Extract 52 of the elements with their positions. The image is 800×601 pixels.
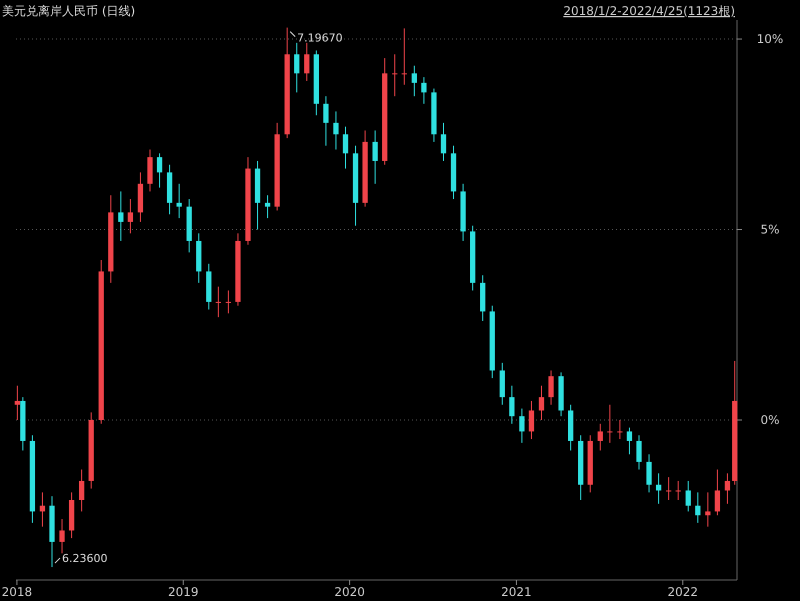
- candlestick: [705, 492, 710, 528]
- candlestick: [538, 385, 544, 420]
- candlestick: [646, 454, 652, 493]
- x-tick-label: 2021: [501, 585, 532, 599]
- x-tick-label: 2019: [168, 585, 199, 599]
- candlestick: [548, 370, 554, 406]
- chart-title: 美元兑离岸人民币 (日线): [2, 4, 136, 18]
- x-tick-label: 2020: [334, 585, 365, 599]
- candlestick: [40, 492, 46, 528]
- candlestick: [128, 198, 134, 234]
- candlestick: [528, 400, 534, 440]
- candlestick: [724, 472, 730, 504]
- candlestick: [216, 286, 221, 318]
- y-tick-label: 0%: [760, 413, 780, 427]
- candlestick: [14, 385, 20, 420]
- candlestick: [323, 96, 329, 146]
- chart-subtitle: 2018/1/2-2022/4/25(1123根): [563, 4, 735, 18]
- candlestick: [676, 480, 681, 500]
- candlestick: [156, 152, 162, 188]
- candlestick: [342, 126, 348, 170]
- candlestick: [176, 183, 182, 219]
- candlestick: [440, 122, 446, 162]
- candlestick: [686, 480, 691, 512]
- annotation: 7.19670: [297, 32, 343, 45]
- candlestick: [118, 190, 124, 242]
- candlestick: [78, 469, 84, 512]
- candlestick: [695, 492, 700, 524]
- candlestick: [333, 110, 339, 150]
- candlestick: [714, 469, 720, 516]
- candlestick: [636, 434, 642, 470]
- candlestick: [392, 54, 398, 97]
- y-tick-label: 5%: [760, 222, 780, 237]
- candlestick: [656, 472, 662, 504]
- x-tick-label: 2018: [2, 585, 32, 599]
- y-tick-label: 10%: [756, 32, 784, 46]
- candlestick: [509, 385, 514, 424]
- x-tick-label: 2022: [667, 585, 698, 599]
- candlestick: [294, 42, 300, 93]
- candlestick: [617, 420, 623, 440]
- candlestick: [402, 28, 407, 86]
- candlestick: [59, 518, 65, 554]
- candlestick: [421, 76, 427, 104]
- candlestick: [304, 42, 310, 82]
- candlestick: [666, 476, 672, 500]
- candlestick: [372, 130, 378, 184]
- annotation: 6.23600: [62, 552, 108, 566]
- candlestick: [598, 423, 603, 451]
- candlestick: [412, 65, 417, 97]
- candlestick: [626, 427, 632, 455]
- candlestick: [519, 408, 525, 444]
- candlestick: [226, 290, 232, 314]
- candlestick: [607, 404, 612, 444]
